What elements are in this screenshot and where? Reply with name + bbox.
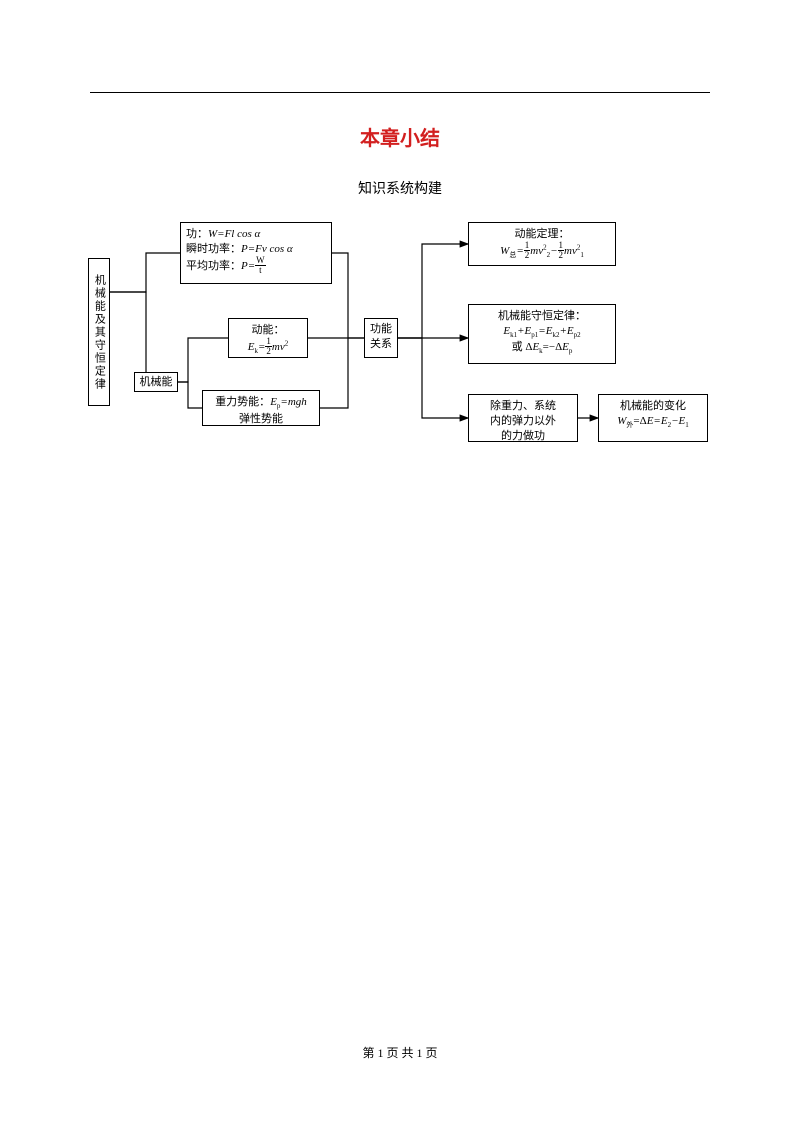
f: Ep=mgh — [270, 396, 307, 408]
E: E — [270, 396, 277, 408]
lbl: 功： — [186, 228, 208, 240]
mv: mv — [530, 245, 543, 257]
f: P=Fv cos α — [241, 243, 293, 255]
t: 机械能守恒定律： — [474, 309, 610, 324]
m: − — [550, 245, 557, 257]
p2: p2 — [574, 331, 581, 339]
t: 动能定理： — [474, 227, 610, 242]
eq: = — [538, 325, 545, 337]
l0: 除重力、系统 — [474, 399, 572, 414]
node-ke-theorem: 动能定理： W总=12mv22−12mv21 — [468, 222, 616, 266]
node-conservation: 机械能守恒定律： Ek1+Ep1=Ek2+Ep2 或 ΔEk=−ΔEp — [468, 304, 616, 364]
d: 2 — [265, 347, 272, 356]
ws: 总 — [509, 251, 516, 259]
page-footer: 第 1 页 共 1 页 — [0, 1044, 800, 1061]
lbl: 瞬时功率： — [186, 243, 241, 255]
eq: = — [258, 341, 265, 353]
page: 本章小结 知识系统构建 机械能及其守恒定律 功：W=Fl cos α 瞬时功率：… — [0, 0, 800, 1132]
lbl2: 弹性势能 — [208, 412, 314, 427]
eq: =Δ — [633, 415, 646, 427]
t: 机械能 — [140, 376, 173, 388]
f: W外=ΔE=E2−E1 — [604, 414, 702, 431]
section-subtitle: 知识系统构建 — [0, 178, 800, 198]
f2: 或 ΔEk=−ΔEp — [474, 340, 610, 357]
node-potential-energy: 重力势能：Ep=mgh 弹性势能 — [202, 390, 320, 426]
l2: 的力做功 — [474, 429, 572, 444]
f: W总=12mv22−12mv21 — [474, 242, 610, 261]
l1: 内的弹力以外 — [474, 414, 572, 429]
node-energy-relation: 功能 关系 — [364, 318, 398, 358]
node-energy-change: 机械能的变化 W外=ΔE=E2−E1 — [598, 394, 708, 442]
p2p: + — [559, 325, 566, 337]
ps: p — [569, 348, 573, 356]
en: =−Δ — [543, 341, 562, 353]
den: t — [255, 266, 266, 275]
mv: mv — [272, 341, 285, 353]
E4: E — [567, 325, 574, 337]
d2: 2 — [558, 251, 565, 260]
E: E=E — [647, 415, 668, 427]
f: W=Fl cos α — [208, 228, 260, 240]
chapter-title: 本章小结 — [0, 122, 800, 151]
lhs: P= — [241, 260, 255, 272]
l0: 功能 — [367, 322, 395, 337]
node-kinetic-energy: 动能： Ek=12mv2 — [228, 318, 308, 358]
node-root-text: 机械能及其守恒定律 — [92, 274, 107, 391]
l1: 关系 — [367, 337, 395, 352]
node-other-work: 除重力、系统 内的弹力以外 的力做功 — [468, 394, 578, 442]
mv2: mv — [564, 245, 577, 257]
f1: Ek1+Ep1=Ek2+Ep2 — [474, 324, 610, 341]
t: 机械能的变化 — [604, 399, 702, 414]
r: =mgh — [280, 396, 306, 408]
W: W — [500, 245, 509, 257]
node-work-power: 功：W=Fl cos α 瞬时功率：P=Fv cos α 平均功率：P=Wt — [180, 222, 332, 284]
lbl: 动能： — [252, 324, 285, 336]
lbl: 平均功率： — [186, 260, 241, 272]
s1: 1 — [580, 251, 584, 259]
Ep: E — [562, 341, 569, 353]
top-rule — [90, 92, 710, 93]
node-root: 机械能及其守恒定律 — [88, 258, 110, 406]
node-mech-energy: 机械能 — [134, 372, 178, 392]
f: Ek=12mv2 — [248, 341, 289, 353]
p: + — [517, 325, 524, 337]
or: 或 Δ — [512, 341, 533, 353]
lbl: 重力势能： — [215, 396, 270, 408]
m: − — [671, 415, 678, 427]
f: P=Wt — [241, 260, 266, 272]
concept-flowchart: 机械能及其守恒定律 功：W=Fl cos α 瞬时功率：P=Fv cos α 平… — [88, 222, 708, 472]
s1: 1 — [685, 421, 689, 429]
d: 2 — [524, 251, 531, 260]
sq: 2 — [285, 339, 289, 347]
